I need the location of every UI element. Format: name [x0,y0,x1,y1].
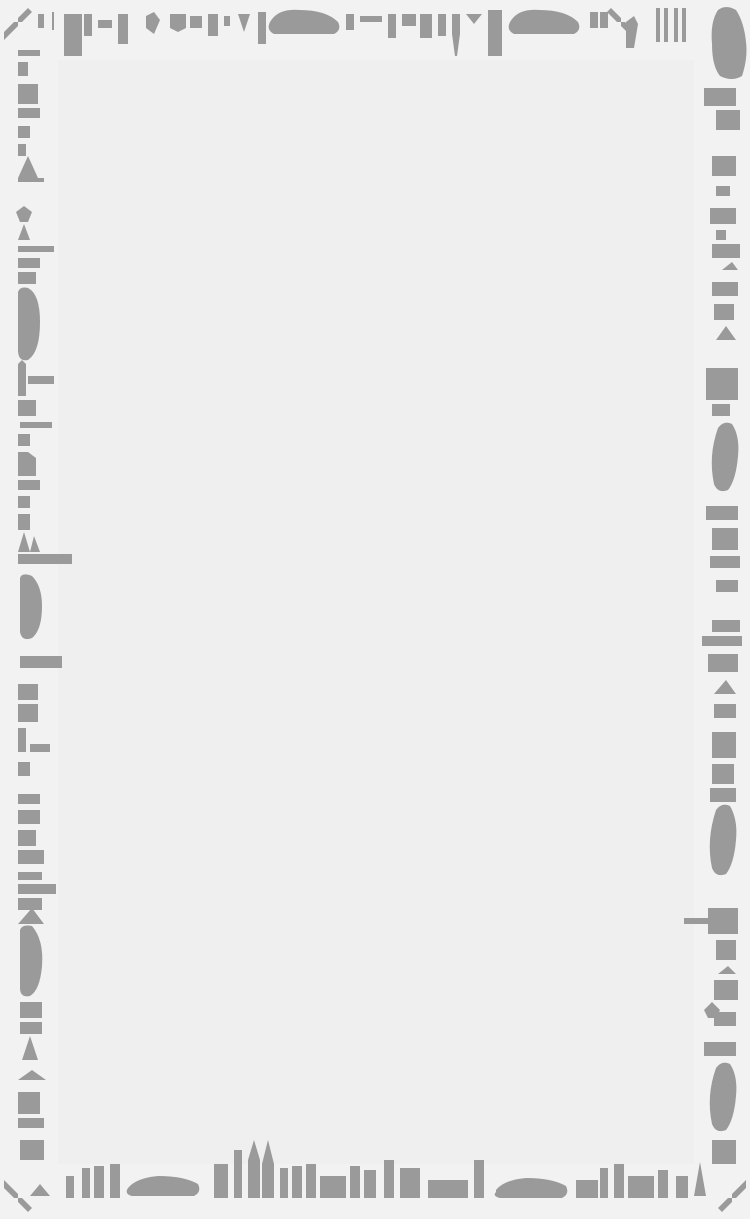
taxi-car-icon [711,7,747,79]
left-column-buildings [16,50,72,1160]
bottom-row-buildings [30,1140,706,1198]
corner-arrow-icon [4,8,746,1212]
top-row-buildings [38,8,686,56]
right-column-buildings [684,88,742,1164]
blank-center-panel [58,60,694,1164]
